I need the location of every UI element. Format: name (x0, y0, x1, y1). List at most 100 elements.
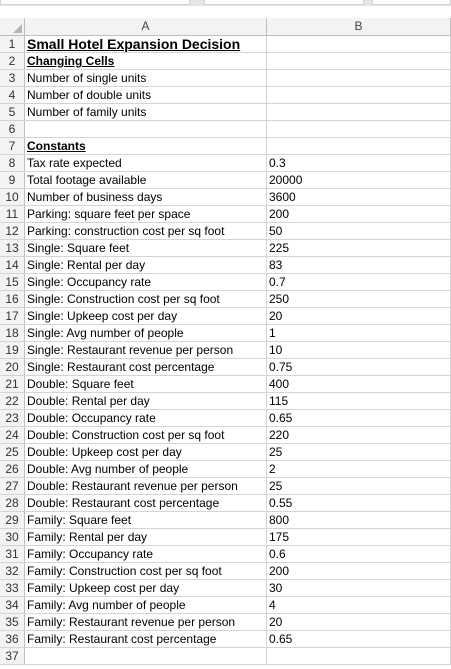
cell-a[interactable]: Family: Occupancy rate (25, 546, 267, 562)
name-box[interactable] (0, 0, 190, 5)
row-header[interactable]: 8 (0, 155, 25, 171)
cell-a[interactable]: Single: Occupancy rate (25, 274, 267, 290)
cell-b[interactable] (267, 648, 451, 664)
row-header[interactable]: 17 (0, 308, 25, 324)
cell-b[interactable]: 20000 (267, 172, 451, 188)
cell-b[interactable]: 50 (267, 223, 451, 239)
row-header[interactable]: 21 (0, 376, 25, 392)
row-header[interactable]: 3 (0, 70, 25, 86)
cell-a[interactable] (25, 648, 267, 664)
row-header[interactable]: 18 (0, 325, 25, 341)
cell-a[interactable]: Total footage available (25, 172, 267, 188)
cell-b[interactable] (267, 138, 451, 154)
cell-b[interactable]: 25 (267, 444, 451, 460)
select-all-corner[interactable] (0, 18, 25, 35)
cell-a[interactable]: Family: Avg number of people (25, 597, 267, 613)
row-header[interactable]: 27 (0, 478, 25, 494)
cell-b[interactable]: 30 (267, 580, 451, 596)
row-header[interactable]: 35 (0, 614, 25, 630)
formula-input[interactable] (204, 0, 364, 5)
cell-a[interactable]: Tax rate expected (25, 155, 267, 171)
cell-a[interactable]: Single: Construction cost per sq foot (25, 291, 267, 307)
cell-b[interactable]: 115 (267, 393, 451, 409)
row-header[interactable]: 24 (0, 427, 25, 443)
row-header[interactable]: 20 (0, 359, 25, 375)
row-header[interactable]: 15 (0, 274, 25, 290)
row-header[interactable]: 26 (0, 461, 25, 477)
cell-b[interactable]: 20 (267, 308, 451, 324)
row-header[interactable]: 9 (0, 172, 25, 188)
cell-a[interactable]: Single: Restaurant cost percentage (25, 359, 267, 375)
row-header[interactable]: 22 (0, 393, 25, 409)
cell-a[interactable]: Single: Restaurant revenue per person (25, 342, 267, 358)
cell-b[interactable] (267, 70, 451, 86)
cell-a[interactable]: Double: Restaurant revenue per person (25, 478, 267, 494)
row-header[interactable]: 2 (0, 53, 25, 69)
cell-a[interactable]: Small Hotel Expansion Decision (25, 36, 267, 52)
cell-b[interactable]: 250 (267, 291, 451, 307)
cell-b[interactable]: 400 (267, 376, 451, 392)
cell-b[interactable]: 2 (267, 461, 451, 477)
cell-b[interactable]: 200 (267, 563, 451, 579)
row-header[interactable]: 6 (0, 121, 25, 137)
cell-b[interactable]: 0.75 (267, 359, 451, 375)
cell-a[interactable]: Changing Cells (25, 53, 267, 69)
cell-b[interactable]: 0.7 (267, 274, 451, 290)
cell-a[interactable]: Single: Avg number of people (25, 325, 267, 341)
cell-a[interactable] (25, 121, 267, 137)
cell-a[interactable]: Double: Construction cost per sq foot (25, 427, 267, 443)
cell-b[interactable]: 0.65 (267, 631, 451, 647)
cell-a[interactable]: Parking: construction cost per sq foot (25, 223, 267, 239)
row-header[interactable]: 28 (0, 495, 25, 511)
row-header[interactable]: 12 (0, 223, 25, 239)
cell-b[interactable]: 10 (267, 342, 451, 358)
cell-a[interactable]: Number of single units (25, 70, 267, 86)
cell-a[interactable]: Double: Occupancy rate (25, 410, 267, 426)
row-header[interactable]: 13 (0, 240, 25, 256)
cell-a[interactable]: Number of family units (25, 104, 267, 120)
row-header[interactable]: 36 (0, 631, 25, 647)
row-header[interactable]: 32 (0, 563, 25, 579)
cell-a[interactable]: Constants (25, 138, 267, 154)
cell-b[interactable]: 83 (267, 257, 451, 273)
cell-b[interactable]: 25 (267, 478, 451, 494)
cell-b[interactable]: 4 (267, 597, 451, 613)
cell-a[interactable]: Family: Restaurant cost percentage (25, 631, 267, 647)
cell-a[interactable]: Family: Rental per day (25, 529, 267, 545)
cell-a[interactable]: Double: Avg number of people (25, 461, 267, 477)
row-header[interactable]: 19 (0, 342, 25, 358)
cell-a[interactable]: Family: Upkeep cost per day (25, 580, 267, 596)
cell-b[interactable]: 0.55 (267, 495, 451, 511)
cell-b[interactable] (267, 36, 451, 52)
cell-b[interactable] (267, 53, 451, 69)
cell-b[interactable]: 20 (267, 614, 451, 630)
cell-b[interactable]: 0.3 (267, 155, 451, 171)
row-header[interactable]: 37 (0, 648, 25, 664)
cell-b[interactable]: 1 (267, 325, 451, 341)
cell-a[interactable]: Number of business days (25, 189, 267, 205)
cell-a[interactable]: Double: Square feet (25, 376, 267, 392)
cell-a[interactable]: Double: Restaurant cost percentage (25, 495, 267, 511)
row-header[interactable]: 33 (0, 580, 25, 596)
row-header[interactable]: 16 (0, 291, 25, 307)
cell-b[interactable]: 3600 (267, 189, 451, 205)
row-header[interactable]: 10 (0, 189, 25, 205)
cell-b[interactable]: 220 (267, 427, 451, 443)
cell-b[interactable] (267, 87, 451, 103)
row-header[interactable]: 11 (0, 206, 25, 222)
cell-a[interactable]: Single: Square feet (25, 240, 267, 256)
row-header[interactable]: 23 (0, 410, 25, 426)
row-header[interactable]: 5 (0, 104, 25, 120)
cell-a[interactable]: Single: Rental per day (25, 257, 267, 273)
column-header-b[interactable]: B (267, 18, 451, 35)
formula-extra[interactable] (372, 0, 451, 5)
cell-b[interactable]: 225 (267, 240, 451, 256)
cell-a[interactable]: Double: Rental per day (25, 393, 267, 409)
row-header[interactable]: 14 (0, 257, 25, 273)
cell-b[interactable] (267, 104, 451, 120)
row-header[interactable]: 34 (0, 597, 25, 613)
cell-a[interactable]: Parking: square feet per space (25, 206, 267, 222)
cell-b[interactable]: 200 (267, 206, 451, 222)
row-header[interactable]: 7 (0, 138, 25, 154)
cell-a[interactable]: Family: Construction cost per sq foot (25, 563, 267, 579)
